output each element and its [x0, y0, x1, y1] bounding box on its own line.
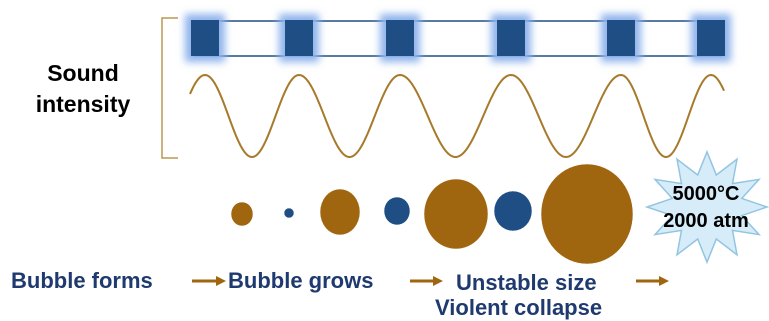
collapse-conditions: 5000°C 2000 atm [646, 181, 766, 235]
sound-intensity-line1: Sound [47, 60, 119, 86]
pulse-box [607, 20, 635, 56]
sound-intensity-line2: intensity [35, 91, 131, 117]
sound-intensity-label: Sound intensity [18, 58, 148, 120]
bubble [383, 196, 411, 226]
temperature-label: 5000°C [672, 183, 740, 205]
pulse-box [191, 20, 219, 56]
pressure-label: 2000 atm [663, 210, 749, 232]
bubble [423, 178, 489, 250]
starburst-icon [644, 149, 769, 265]
bubble [540, 163, 634, 265]
stage-label-bubble-forms: Bubble forms [11, 268, 153, 293]
pulse-box [386, 20, 414, 56]
pulse-box [497, 20, 525, 56]
bubble [283, 207, 295, 219]
pulse-boxes [185, 14, 731, 62]
pulse-box [285, 20, 313, 56]
brace-bracket [161, 17, 178, 159]
pulse-box [697, 20, 725, 56]
bubble [319, 188, 361, 236]
stage-label-bubble-grows: Bubble grows [228, 268, 374, 293]
bubbles [230, 163, 634, 265]
stage-label-unstable-size: Unstable size [456, 270, 597, 295]
bubble [493, 190, 533, 232]
stage-label-violent-collapse: Violent collapse [435, 295, 603, 320]
pulse-bar [185, 14, 731, 62]
sound-wave [189, 73, 725, 159]
bubble [230, 201, 254, 227]
